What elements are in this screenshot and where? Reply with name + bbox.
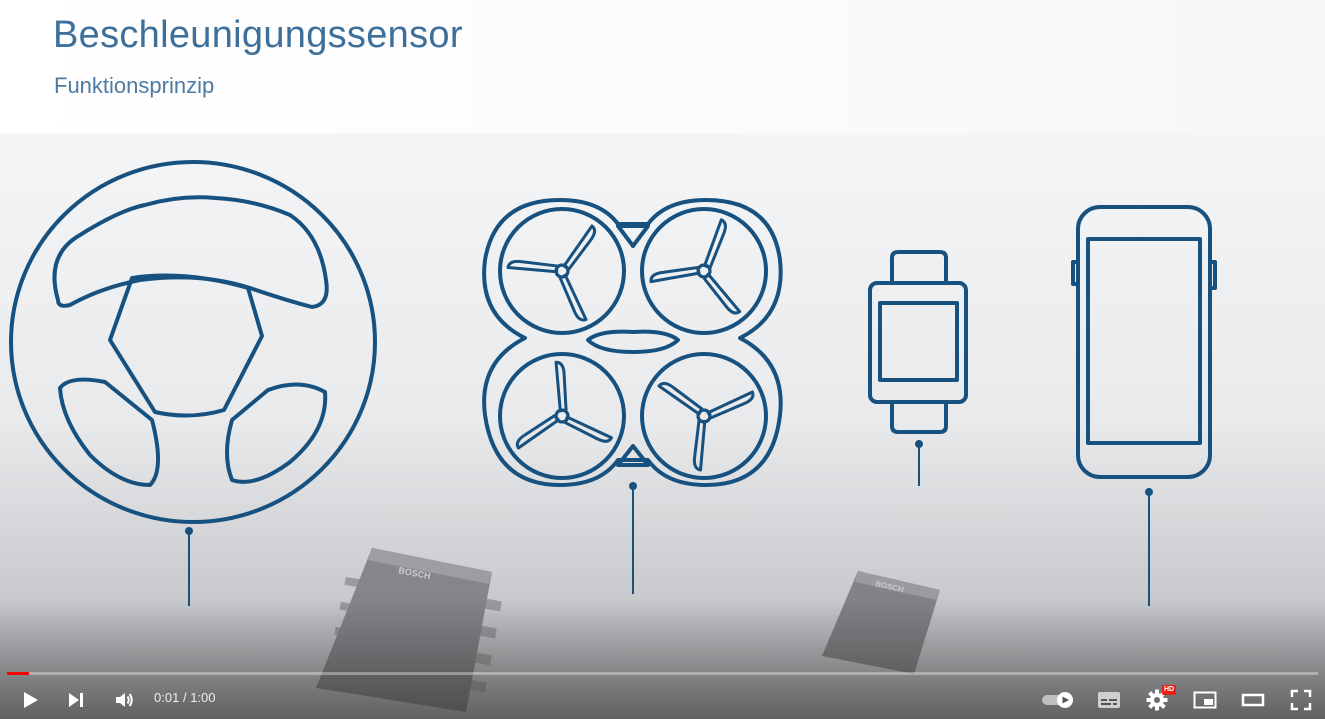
miniplayer-icon — [1193, 691, 1217, 708]
slide-title: Beschleunigungssensor — [53, 14, 463, 56]
play-icon — [24, 691, 38, 708]
time-separator: / — [182, 690, 187, 705]
mute-button[interactable] — [108, 680, 140, 719]
sensor-chip-large: BOSCH — [316, 548, 502, 712]
drone-icon — [482, 198, 783, 487]
smartwatch-pointer — [915, 440, 923, 486]
progress-bar[interactable] — [7, 672, 1318, 675]
slide-subtitle: Funktionsprinzip — [54, 73, 215, 98]
smartphone-pointer — [1145, 488, 1153, 606]
miniplayer-button[interactable] — [1188, 680, 1222, 719]
theater-icon — [1241, 693, 1265, 706]
smartwatch-icon — [868, 250, 968, 434]
steering-wheel-pointer — [185, 527, 193, 606]
player-controls: 0:01 / 1:00 HD — [0, 680, 1325, 719]
slide-header: Beschleunigungssensor Funktionsprinzip — [0, 0, 1325, 133]
hd-badge: HD — [1162, 685, 1177, 695]
current-time: 0:01 — [154, 690, 180, 705]
progress-played — [7, 672, 30, 675]
steering-wheel-icon — [9, 160, 377, 524]
play-button[interactable] — [14, 680, 46, 719]
drone-propellers — [505, 217, 757, 473]
autoplay-toggle[interactable] — [1038, 680, 1078, 719]
autoplay-icon — [1042, 691, 1073, 708]
skip-next-icon — [69, 692, 83, 707]
smartphone-icon — [1071, 205, 1217, 479]
time-display: 0:01 / 1:00 — [154, 690, 216, 705]
duration: 1:00 — [190, 690, 216, 705]
drone-pointer — [629, 482, 637, 594]
theater-mode-button[interactable] — [1236, 680, 1270, 719]
subtitles-button[interactable] — [1092, 680, 1126, 719]
sensor-chip-small: BOSCH — [822, 571, 940, 674]
fullscreen-icon — [1290, 689, 1312, 710]
subtitles-icon — [1098, 691, 1120, 708]
fullscreen-button[interactable] — [1284, 680, 1318, 719]
next-button[interactable] — [60, 680, 92, 719]
volume-icon — [116, 692, 133, 707]
